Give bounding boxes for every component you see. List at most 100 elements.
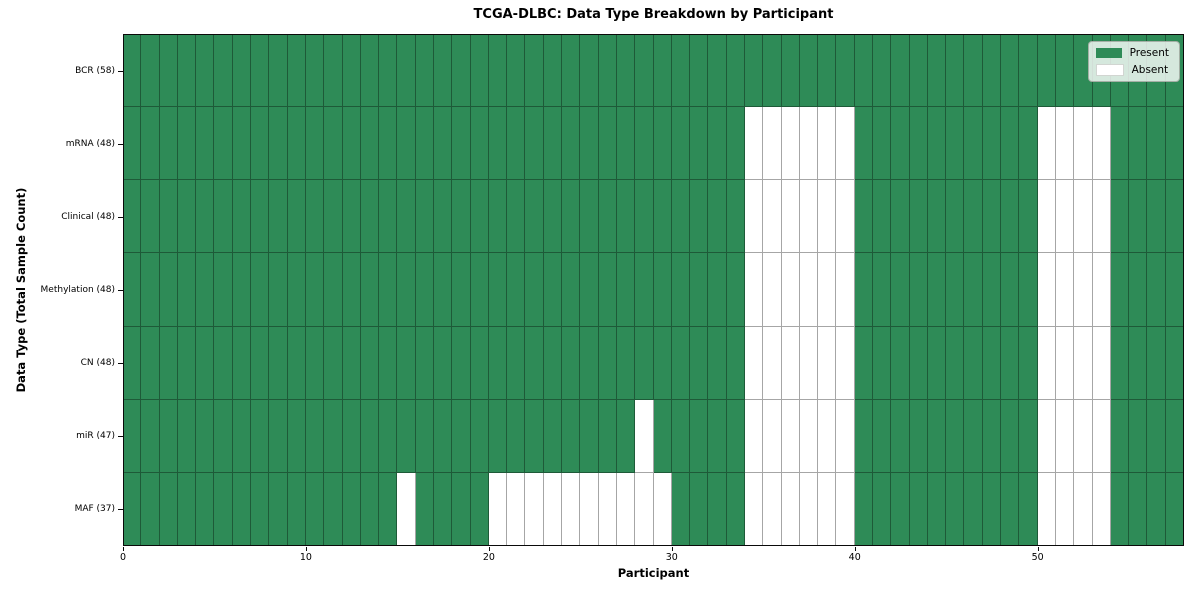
heatmap-cell <box>781 253 800 327</box>
heatmap-cell <box>580 472 599 546</box>
heatmap-cell <box>964 180 983 254</box>
legend-swatch-absent-icon <box>1095 64 1124 76</box>
heatmap-cell <box>873 180 892 254</box>
heatmap-cell <box>781 399 800 473</box>
x-axis-tick-label: 10 <box>299 552 312 563</box>
heatmap-cell <box>269 472 288 546</box>
heatmap-cell <box>653 399 672 473</box>
heatmap-cell <box>433 472 453 546</box>
heatmap-cell <box>543 34 563 108</box>
heatmap-cell <box>836 253 855 327</box>
heatmap-cell <box>598 107 617 181</box>
heatmap-cell <box>397 472 416 546</box>
heatmap-cell <box>342 472 361 546</box>
heatmap-cell <box>196 253 215 327</box>
heatmap-cell <box>397 107 416 181</box>
heatmap-cell <box>397 34 416 108</box>
x-axis-tick <box>488 547 490 551</box>
heatmap-cell <box>415 326 434 400</box>
heatmap-cell <box>909 326 928 400</box>
heatmap-cell <box>433 399 453 473</box>
heatmap-cell <box>671 180 691 254</box>
heatmap-cell <box>470 472 489 546</box>
heatmap-cell <box>635 107 654 181</box>
heatmap-cell <box>1037 107 1056 181</box>
heatmap-cell <box>196 180 215 254</box>
heatmap-cell <box>1092 180 1111 254</box>
heatmap-cell <box>781 34 800 108</box>
heatmap-cell <box>909 34 928 108</box>
heatmap-cell <box>232 399 252 473</box>
heatmap-cell <box>1129 107 1148 181</box>
heatmap-cell <box>177 107 197 181</box>
heatmap-cell <box>141 180 160 254</box>
heatmap-cell <box>507 472 526 546</box>
heatmap-cell <box>525 326 544 400</box>
heatmap-cell <box>507 253 526 327</box>
heatmap-cell <box>1074 399 1093 473</box>
heatmap-cell <box>946 180 965 254</box>
heatmap-cell <box>854 253 874 327</box>
heatmap-cell <box>452 326 471 400</box>
heatmap-cell <box>671 107 691 181</box>
heatmap-cell <box>379 34 398 108</box>
heatmap-cell <box>781 472 800 546</box>
x-axis-tick <box>123 547 124 551</box>
heatmap-cell <box>232 34 252 108</box>
heatmap-cell <box>982 34 1002 108</box>
heatmap-cell <box>854 472 874 546</box>
heatmap-cell <box>324 253 343 327</box>
heatmap-cell <box>763 253 782 327</box>
heatmap-cell <box>598 253 617 327</box>
heatmap-cell <box>982 180 1002 254</box>
heatmap-cell <box>635 253 654 327</box>
heatmap-cell <box>1110 399 1130 473</box>
heatmap-cell <box>379 180 398 254</box>
heatmap-cell <box>891 326 910 400</box>
heatmap-cell <box>196 472 215 546</box>
heatmap-cell <box>470 180 489 254</box>
heatmap-cell <box>744 34 764 108</box>
heatmap-cell <box>1019 253 1038 327</box>
heatmap-cell <box>635 326 654 400</box>
heatmap-cell <box>1147 399 1166 473</box>
heatmap-cell <box>744 253 764 327</box>
heatmap-cell <box>671 34 691 108</box>
heatmap-cell <box>525 107 544 181</box>
heatmap-cell <box>507 326 526 400</box>
heatmap-cell <box>360 253 380 327</box>
heatmap-cell <box>415 399 434 473</box>
heatmap-cell <box>1092 107 1111 181</box>
heatmap-cell <box>1037 326 1056 400</box>
heatmap-cell <box>1110 326 1130 400</box>
heatmap-cell <box>1019 180 1038 254</box>
heatmap-cell <box>964 326 983 400</box>
heatmap-cell <box>1019 472 1038 546</box>
heatmap-cell <box>562 253 581 327</box>
heatmap-cell <box>598 180 617 254</box>
heatmap-cell <box>982 326 1002 400</box>
heatmap-cell <box>598 34 617 108</box>
heatmap-cell <box>671 326 691 400</box>
heatmap-cell <box>1129 180 1148 254</box>
heatmap-cell <box>799 107 819 181</box>
heatmap-cell <box>360 399 380 473</box>
x-axis-tick <box>854 547 856 551</box>
y-axis-tick <box>118 70 123 72</box>
heatmap-cell <box>818 34 837 108</box>
heatmap-cell <box>616 399 636 473</box>
heatmap-cell <box>1001 34 1020 108</box>
heatmap-cell <box>1037 472 1056 546</box>
heatmap-cell <box>251 253 270 327</box>
heatmap-cell <box>1147 253 1166 327</box>
heatmap-cell <box>360 180 380 254</box>
heatmap-cell <box>488 253 508 327</box>
heatmap-cell <box>214 399 233 473</box>
heatmap-cell <box>927 34 947 108</box>
heatmap-cell <box>214 472 233 546</box>
heatmap-cell <box>873 472 892 546</box>
heatmap-cell <box>488 107 508 181</box>
heatmap-cell <box>379 326 398 400</box>
heatmap-cell <box>433 326 453 400</box>
heatmap-cell <box>470 107 489 181</box>
